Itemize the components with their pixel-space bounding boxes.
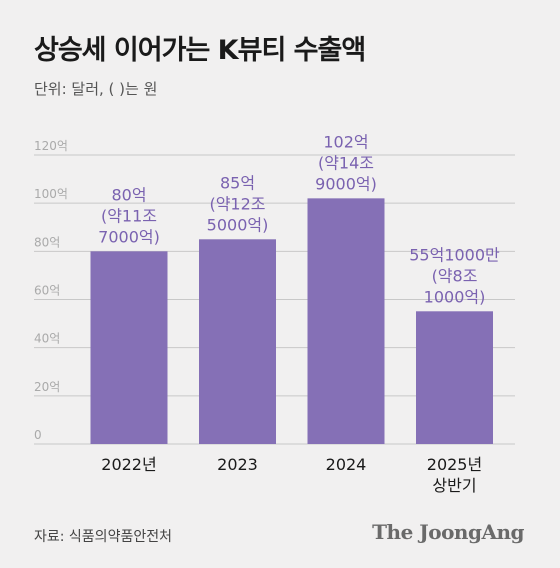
x-tick-label: 2023 <box>217 455 258 474</box>
x-tick-label: 2022년 <box>101 455 156 474</box>
y-tick-label: 0 <box>34 428 42 442</box>
data-label: (약14조 <box>318 153 374 172</box>
bar-chart: 0 20억 40억 60억 80억 100억 120억 80억 (약11조 7000억) 2022년… <box>34 132 515 495</box>
data-label: 80억 <box>111 185 146 204</box>
unit-note: 단위: 달러, ( )는 원 <box>34 80 158 98</box>
y-tick-label: 80억 <box>34 235 60 249</box>
bar <box>416 311 493 444</box>
data-label: 1000억) <box>424 287 486 306</box>
data-label: (약8조 <box>432 266 478 285</box>
publisher-logo: The JoongAng <box>372 520 524 544</box>
y-tick-label: 100억 <box>34 187 68 201</box>
y-tick-label: 120억 <box>34 139 68 153</box>
x-tick-label: 2024 <box>326 455 367 474</box>
data-label: 102억 <box>323 132 368 151</box>
data-label: (약11조 <box>101 206 157 225</box>
x-tick-label: 상반기 <box>432 476 476 495</box>
bar <box>307 198 385 444</box>
y-tick-label: 60억 <box>34 284 60 298</box>
data-label: 85억 <box>220 173 255 192</box>
y-tick-label: 40억 <box>34 332 60 346</box>
data-label: 9000억) <box>315 174 377 193</box>
bar <box>199 239 276 444</box>
data-label: 55억1000만 <box>409 245 500 264</box>
data-label: (약12조 <box>209 194 265 213</box>
data-label: 7000억) <box>98 227 160 246</box>
source-note: 자료: 식품의약품안전처 <box>34 529 172 545</box>
y-tick-label: 20억 <box>34 380 60 394</box>
x-tick-label: 2025년 <box>427 455 482 474</box>
data-label: 5000억) <box>207 215 269 234</box>
chart-title: 상승세 이어가는 K뷰티 수출액 <box>34 35 366 66</box>
bar <box>90 251 168 444</box>
